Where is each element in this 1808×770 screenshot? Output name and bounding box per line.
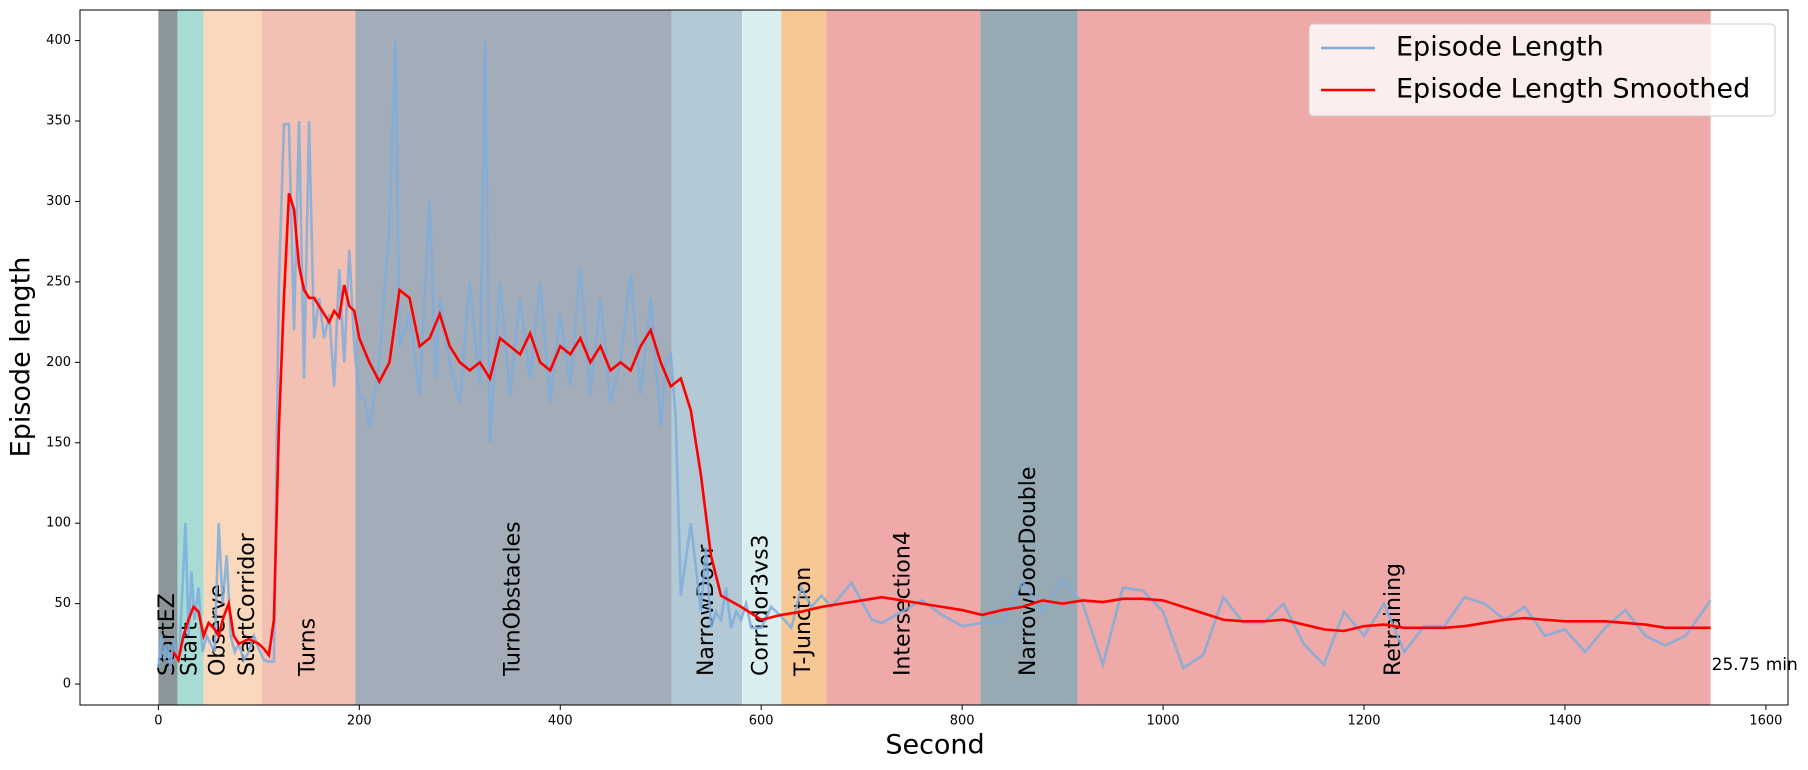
x-tick-label: 1600 bbox=[1749, 714, 1782, 729]
region-label: Retraining bbox=[1381, 563, 1406, 676]
x-tick-label: 1400 bbox=[1548, 714, 1581, 729]
region-label: TurnObstacles bbox=[501, 521, 526, 677]
y-tick-label: 250 bbox=[46, 274, 71, 289]
region bbox=[158, 10, 178, 705]
line bbox=[157, 40, 1712, 670]
y-tick-label: 150 bbox=[46, 435, 71, 450]
x-tick-label: 800 bbox=[950, 714, 975, 729]
region bbox=[826, 10, 981, 705]
y-tick-label: 400 bbox=[46, 33, 71, 48]
region bbox=[233, 10, 262, 705]
plot-frame bbox=[79, 9, 1789, 706]
region-label: T-Junction bbox=[791, 567, 816, 677]
region-label: Corridor3vs3 bbox=[749, 534, 774, 676]
x-tick-label: 0 bbox=[154, 714, 162, 729]
legend-box bbox=[1308, 23, 1776, 117]
x-tick-label: 200 bbox=[347, 714, 372, 729]
y-axis-label: Episode length bbox=[6, 257, 37, 458]
y-tick-label: 300 bbox=[46, 194, 71, 209]
line bbox=[172, 193, 1711, 664]
x-tick-label: 400 bbox=[548, 714, 573, 729]
legend-label: Episode Length bbox=[1396, 32, 1604, 63]
x-tick-label: 1200 bbox=[1347, 714, 1380, 729]
y-tick-label: 100 bbox=[46, 516, 71, 531]
x-tick-label: 600 bbox=[749, 714, 774, 729]
x-tick-label: 1000 bbox=[1147, 714, 1180, 729]
region-label: Intersection4 bbox=[890, 531, 915, 676]
annotation: 25.75 min bbox=[1712, 655, 1798, 675]
region-label: NarrowDoorDouble bbox=[1016, 467, 1041, 676]
region bbox=[781, 10, 827, 705]
x-axis-label: Second bbox=[885, 730, 984, 761]
y-tick-label: 350 bbox=[46, 114, 71, 129]
region-label: Observe bbox=[206, 584, 231, 676]
legend-label: Episode Length Smoothed bbox=[1396, 74, 1750, 105]
region bbox=[742, 10, 782, 705]
region bbox=[671, 10, 743, 705]
y-tick-label: 0 bbox=[63, 677, 71, 692]
y-tick-label: 200 bbox=[46, 355, 71, 370]
region-label: Turns bbox=[296, 618, 321, 677]
y-tick-label: 50 bbox=[54, 596, 71, 611]
region bbox=[1077, 10, 1711, 705]
